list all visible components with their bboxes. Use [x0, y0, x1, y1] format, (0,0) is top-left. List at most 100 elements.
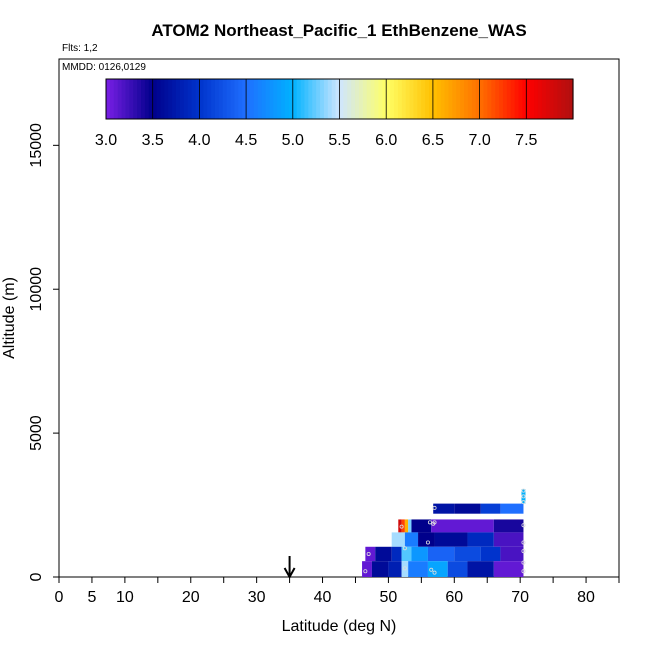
heatmap-cell	[480, 503, 501, 514]
colorbar-segment	[288, 79, 294, 119]
colorbar-segment	[211, 79, 216, 119]
colorbar-segment	[109, 79, 115, 119]
x-axis: 0 5 10 20 30 40 50 60 70 80	[55, 577, 620, 606]
colorbar-segment	[549, 79, 555, 119]
x-tick-label: 5	[87, 589, 96, 606]
colorbar-segment	[444, 79, 450, 119]
flights-label: Flts: 1,2	[62, 43, 98, 54]
heatmap-cell	[434, 532, 468, 547]
colorbar-segment	[230, 79, 236, 119]
colorbar-segment	[176, 79, 181, 119]
colorbar-segment	[557, 79, 562, 119]
colorbar-segment	[183, 79, 189, 119]
colorbar-segment	[397, 79, 403, 119]
colorbar-segment	[374, 79, 380, 119]
colorbar-segment	[351, 79, 356, 119]
colorbar-segment	[113, 79, 119, 119]
colorbar-segment	[331, 79, 337, 119]
sample-point	[402, 566, 407, 571]
colorbar-segment	[148, 79, 154, 119]
colorbar-segment	[249, 79, 255, 119]
sample-point	[366, 551, 371, 556]
colorbar-segment	[366, 79, 372, 119]
colorbar-segment	[308, 79, 313, 119]
heatmap-cell	[427, 546, 455, 562]
heatmap-cell	[467, 561, 494, 577]
colorbar-segment	[129, 79, 134, 119]
colorbar-segment	[234, 79, 239, 119]
colorbar-segment	[479, 79, 485, 119]
heatmap-cell	[521, 489, 526, 497]
y-axis: 0 5000 10000 15000	[28, 123, 59, 581]
heatmap-cell	[408, 561, 428, 577]
colorbar-segment	[378, 79, 383, 119]
colorbar-segment	[541, 79, 547, 119]
colorbar-segment	[304, 79, 309, 119]
colorbar-segment	[265, 79, 271, 119]
colorbar-segment	[502, 79, 508, 119]
heatmap-cell	[431, 519, 494, 533]
y-tick-label: 0	[28, 572, 45, 581]
colorbar-tick-label: 4.0	[188, 132, 210, 149]
colorbar-segment	[358, 79, 364, 119]
colorbar-tick-label: 6.0	[375, 132, 397, 149]
colorbar-segment	[347, 79, 352, 119]
colorbar-segment	[545, 79, 551, 119]
heatmap-cell	[521, 496, 526, 504]
x-tick-label: 40	[314, 589, 332, 606]
colorbar-segment	[269, 79, 274, 119]
colorbar-segment	[277, 79, 282, 119]
x-tick-label: 80	[577, 589, 595, 606]
colorbar-segment	[440, 79, 446, 119]
colorbar-segment	[475, 79, 481, 119]
heatmap-cell	[404, 519, 409, 533]
sample-point	[521, 488, 526, 493]
colorbar-segment	[382, 79, 387, 119]
colorbar-segment	[191, 79, 197, 119]
colorbar-segment	[273, 79, 278, 119]
heatmap-cell	[362, 561, 372, 577]
heatmap-cell	[493, 519, 524, 533]
colorbar-segment	[471, 79, 477, 119]
heatmap-cell	[427, 561, 448, 577]
colorbar-segment	[495, 79, 500, 119]
chart-title: ATOM2 Northeast_Pacific_1 EthBenzene_WAS	[151, 21, 526, 40]
x-tick-label: 50	[380, 589, 398, 606]
colorbar-segment	[316, 79, 321, 119]
colorbar-segment	[499, 79, 504, 119]
colorbar-tick-label: 5.0	[282, 132, 304, 149]
colorbar-segment	[121, 79, 127, 119]
colorbar-segment	[355, 79, 360, 119]
colorbar-segment	[327, 79, 333, 119]
colorbar-segment	[537, 79, 543, 119]
sample-point	[521, 494, 526, 499]
colorbar-segment	[195, 79, 200, 119]
colorbar-segment	[125, 79, 130, 119]
colorbar-segment	[417, 79, 422, 119]
heatmap-cell	[500, 503, 524, 514]
heatmap-cell	[391, 546, 402, 562]
heatmap-cell	[411, 546, 428, 562]
heatmap-cell	[500, 546, 524, 562]
colorbar-segment	[168, 79, 173, 119]
sample-point	[521, 549, 526, 554]
x-tick-label: 70	[511, 589, 529, 606]
colorbar-segment	[203, 79, 208, 119]
colorbar-segment	[160, 79, 165, 119]
colorbar-tick-label: 7.5	[515, 132, 537, 149]
y-axis-label: Altitude (m)	[1, 277, 18, 359]
sample-points	[363, 488, 526, 575]
colorbar-segment	[218, 79, 224, 119]
colorbar-segment	[565, 79, 570, 119]
heatmap-cell	[447, 561, 468, 577]
colorbar-segment	[518, 79, 524, 119]
heatmap-cells	[362, 489, 526, 577]
colorbar-segment	[339, 79, 344, 119]
colorbar-segment	[137, 79, 142, 119]
colorbar-segment	[253, 79, 259, 119]
sample-point	[521, 540, 526, 545]
heatmap-cell	[401, 546, 412, 562]
colorbar-segment	[569, 79, 574, 119]
colorbar-segment	[207, 79, 212, 119]
sample-point	[521, 500, 526, 505]
